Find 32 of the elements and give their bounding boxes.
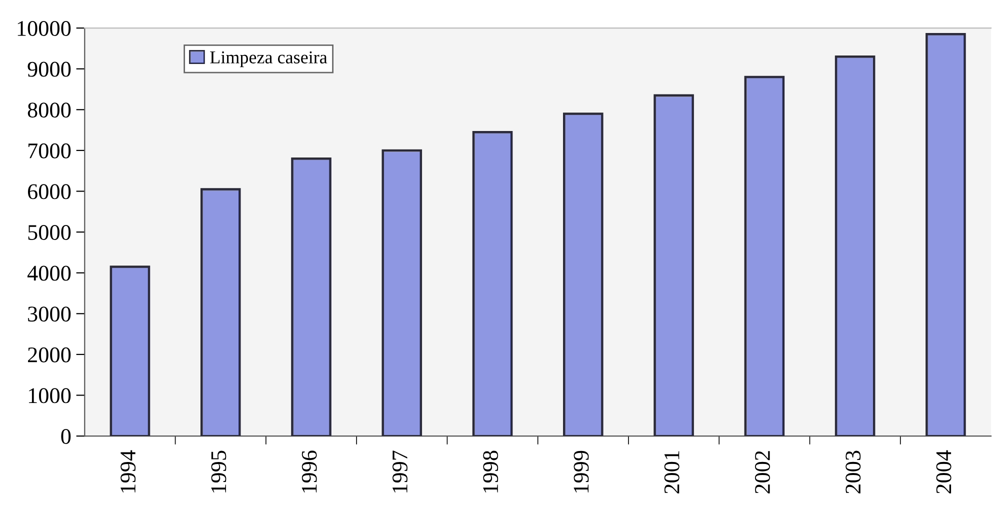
- bar: [382, 149, 422, 436]
- x-tick-label: 2002: [754, 451, 770, 494]
- bar: [200, 188, 241, 436]
- x-tick-label: 1999: [574, 450, 589, 492]
- bar: [563, 112, 604, 436]
- bar: [926, 33, 966, 436]
- x-tick-label: 1994: [120, 450, 136, 492]
- x-tick-label: 2001: [664, 451, 680, 494]
- y-tick-label: 10000: [18, 20, 71, 36]
- bar: [291, 158, 332, 436]
- legend-label: Limpeza caseira: [210, 51, 328, 68]
- y-tick-label: 6000: [28, 184, 71, 200]
- y-tick-label: 3000: [28, 306, 71, 322]
- x-tick-label: 2004: [936, 450, 952, 494]
- y-tick-label: 9000: [28, 62, 71, 77]
- y-tick-label: 1000: [28, 388, 71, 404]
- bar: [744, 76, 785, 436]
- bar: [110, 266, 150, 436]
- y-tick-label: 8000: [28, 102, 71, 118]
- x-tick-label: 1997: [392, 450, 408, 492]
- y-tick-label: 7000: [28, 143, 71, 158]
- y-tick-label: 5000: [28, 224, 71, 240]
- bar: [472, 130, 513, 436]
- x-tick-label: 2003: [846, 450, 861, 494]
- bar: [834, 56, 876, 436]
- y-tick-label: 0: [61, 428, 71, 444]
- x-tick-label: 1998: [483, 450, 498, 492]
- y-tick-label: 2000: [28, 347, 71, 362]
- y-tick-label: 4000: [27, 266, 71, 281]
- bar: [654, 94, 694, 436]
- x-tick-label: 1995: [211, 450, 226, 492]
- x-tick-label: 1996: [302, 450, 317, 492]
